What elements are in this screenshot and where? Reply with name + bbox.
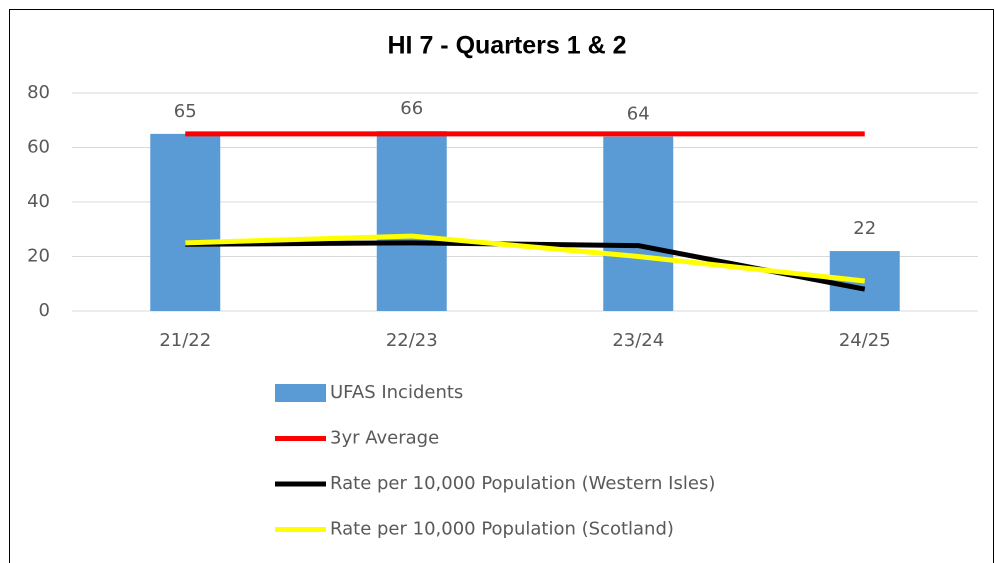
data-label: 22 <box>853 218 876 239</box>
data-label: 66 <box>400 98 423 119</box>
bar <box>150 133 221 311</box>
legend-swatch <box>275 384 326 402</box>
data-label: 64 <box>627 104 650 125</box>
x-tick-label: 24/25 <box>839 330 891 351</box>
data-label: 65 <box>174 101 197 122</box>
y-tick-label: 40 <box>27 191 50 212</box>
legend-label: 3yr Average <box>330 428 439 449</box>
chart-title: HI 7 - Quarters 1 & 2 <box>388 32 627 60</box>
bar <box>376 131 447 311</box>
x-tick-label: 22/23 <box>386 330 438 351</box>
y-tick-label: 80 <box>27 82 50 103</box>
legend-label: Rate per 10,000 Population (Scotland) <box>330 519 674 540</box>
line <box>185 233 866 284</box>
legend-label: UFAS Incidents <box>330 382 463 403</box>
x-tick-label: 21/22 <box>159 330 211 351</box>
legend-label: Rate per 10,000 Population (Western Isle… <box>330 473 715 494</box>
y-tick-label: 0 <box>39 300 50 321</box>
x-tick-label: 23/24 <box>612 330 664 351</box>
bar <box>603 136 674 311</box>
y-tick-label: 60 <box>27 137 50 158</box>
y-tick-label: 20 <box>27 246 50 267</box>
